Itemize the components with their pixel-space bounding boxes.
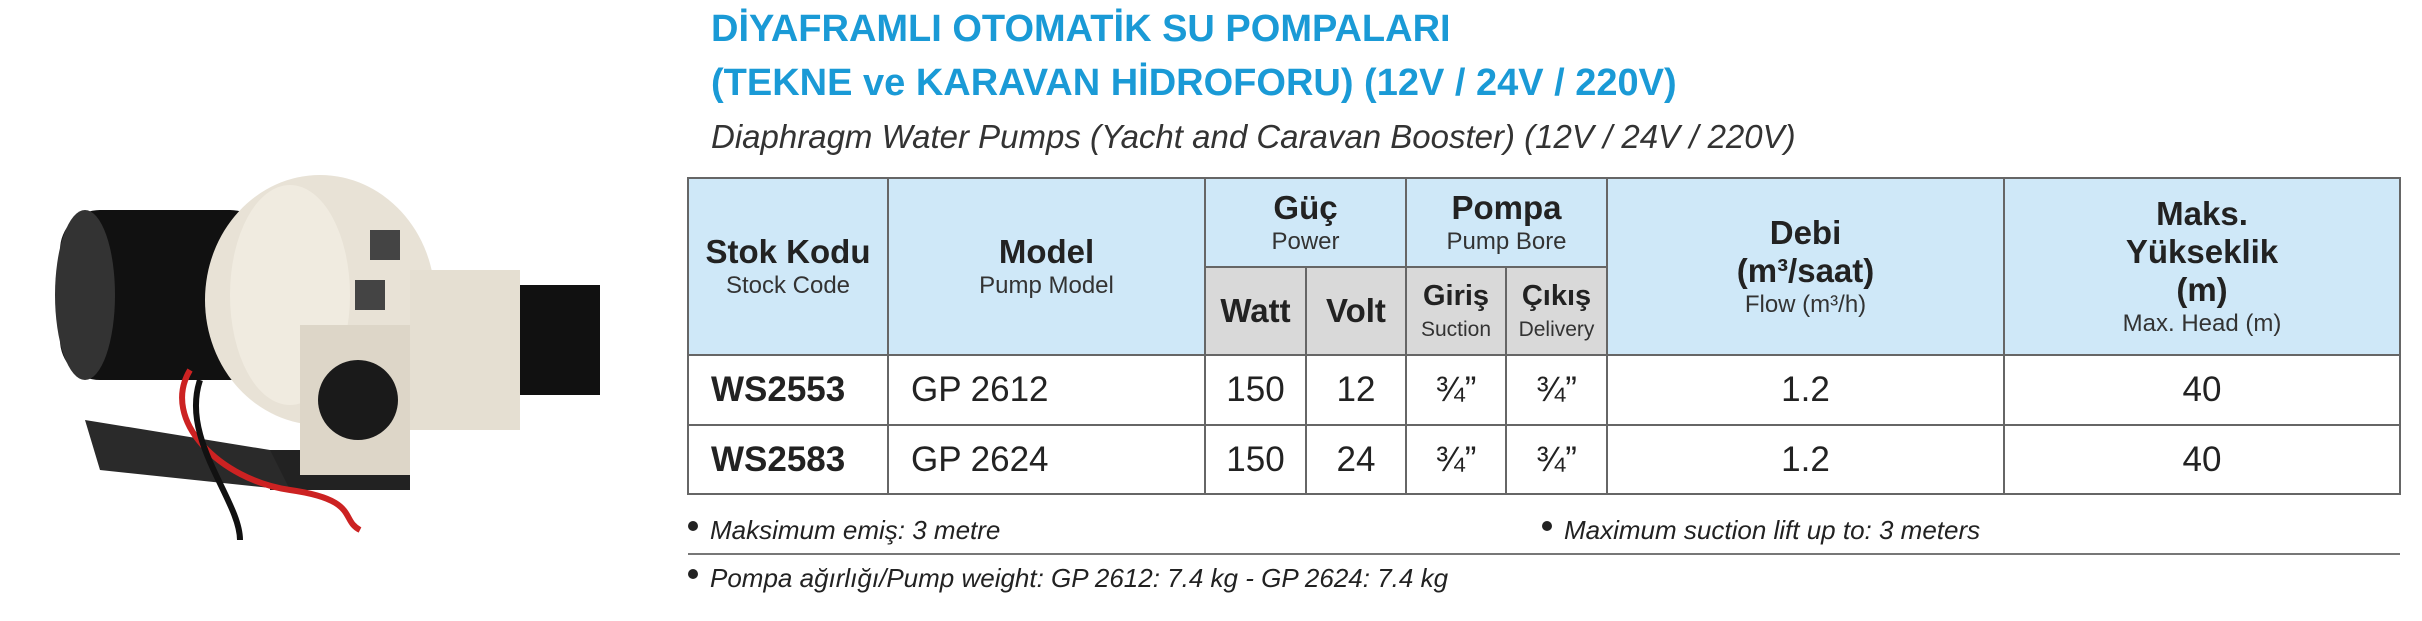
header-text: Çıkış <box>1521 280 1592 312</box>
divider <box>688 553 2400 555</box>
cell-text: 12 <box>1336 370 1376 409</box>
header-text: Stok Kodu <box>705 232 871 270</box>
cell-text: GP 2612 <box>911 370 1049 409</box>
cell-text: ¾” <box>1536 439 1577 479</box>
cell-text: WS2553 <box>711 370 846 409</box>
cell-text: GP 2624 <box>911 439 1049 479</box>
header-subtext: Flow (m³/h) <box>1744 290 1867 318</box>
table-cell: 40 <box>2003 354 2401 426</box>
table-cell: 40 <box>2003 424 2401 495</box>
table-cell: ¾” <box>1405 354 1507 426</box>
header-subtext: Pump Model <box>979 271 1114 299</box>
header-cell: Çıkış Delivery <box>1505 266 1608 356</box>
header-subtext: Power <box>1271 227 1340 255</box>
header-cell: Stok Kodu Stock Code <box>687 177 889 356</box>
header-subtext: Max. Head (m) <box>2122 309 2282 337</box>
note-text: Maximum suction lift up to: 3 meters <box>1564 515 1981 545</box>
header-text: Pompa <box>1451 188 1562 226</box>
cell-text: ¾” <box>1435 439 1477 479</box>
header-text: (m) <box>2176 270 2228 308</box>
header-subtext: Suction <box>1420 318 1492 341</box>
header-text: Model <box>998 232 1095 270</box>
cell-text: 150 <box>1226 439 1285 479</box>
cell-text: 24 <box>1336 439 1376 479</box>
table-cell: 150 <box>1204 354 1307 426</box>
table-cell: ¾” <box>1505 424 1608 495</box>
table-cell: 150 <box>1204 424 1307 495</box>
header-subtext: Delivery <box>1518 318 1595 341</box>
table-cell: 24 <box>1305 424 1407 495</box>
pump-image <box>55 175 600 541</box>
table-cell: GP 2612 <box>887 354 1206 426</box>
table-cell: 12 <box>1305 354 1407 426</box>
header-subtext: Stock Code <box>725 271 851 299</box>
title: DİYAFRAMLI OTOMATİK SU POMPALARI <box>711 8 1451 50</box>
header-text: Volt <box>1326 292 1386 329</box>
table-cell: 1.2 <box>1606 354 2005 426</box>
header-cell: Watt <box>1204 266 1307 356</box>
note: Maksimum emiş: 3 metre <box>688 515 1000 546</box>
cell-text: WS2583 <box>711 439 846 479</box>
header-text: Giriş <box>1422 280 1490 312</box>
note-text: Pompa ağırlığı/Pump weight: GP 2612: 7.4… <box>710 563 1449 593</box>
cell-text: ¾” <box>1536 370 1577 409</box>
table-cell: ¾” <box>1405 424 1507 495</box>
cell-text: 40 <box>2182 370 2222 409</box>
header-cell: Pompa Pump Bore <box>1405 177 1608 268</box>
table-cell: GP 2624 <box>887 424 1206 495</box>
header-text: Debi <box>1769 213 1842 251</box>
table-cell: WS2583 <box>687 424 889 495</box>
header-text: Watt <box>1220 292 1291 329</box>
cell-text: ¾” <box>1435 370 1477 409</box>
header-text: Yükseklik <box>2125 232 2279 270</box>
subtitle: Diaphragm Water Pumps (Yacht and Caravan… <box>711 118 1796 155</box>
header-text: Maks. <box>2156 194 2248 232</box>
header-cell: Giriş Suction <box>1405 266 1507 356</box>
header-cell: Debi (m³/saat) Flow (m³/h) <box>1606 177 2005 356</box>
header-subtext: Pump Bore <box>1446 227 1567 255</box>
note-text: Maksimum emiş: 3 metre <box>710 515 1001 545</box>
header-cell: Maks. Yükseklik (m) Max. Head (m) <box>2003 177 2401 356</box>
note: Pompa ağırlığı/Pump weight: GP 2612: 7.4… <box>688 563 1448 594</box>
table-cell: ¾” <box>1505 354 1608 426</box>
spec-table: Stok Kodu Stock Code Model Pump Model Gü… <box>687 177 2401 495</box>
header-text: (m³/saat) <box>1736 251 1875 289</box>
header-cell: Volt <box>1305 266 1407 356</box>
table-cell: 1.2 <box>1606 424 2005 495</box>
header-cell: Güç Power <box>1204 177 1407 268</box>
cell-text: 40 <box>2182 439 2222 479</box>
header-cell: Model Pump Model <box>887 177 1206 356</box>
table-cell: WS2553 <box>687 354 889 426</box>
header-text: Güç <box>1273 188 1338 226</box>
cell-text: 1.2 <box>1781 370 1830 409</box>
title: (TEKNE ve KARAVAN HİDROFORU) (12V / 24V … <box>711 62 1677 104</box>
note: Maximum suction lift up to: 3 meters <box>1542 515 1980 546</box>
cell-text: 150 <box>1226 370 1285 409</box>
cell-text: 1.2 <box>1781 439 1830 479</box>
